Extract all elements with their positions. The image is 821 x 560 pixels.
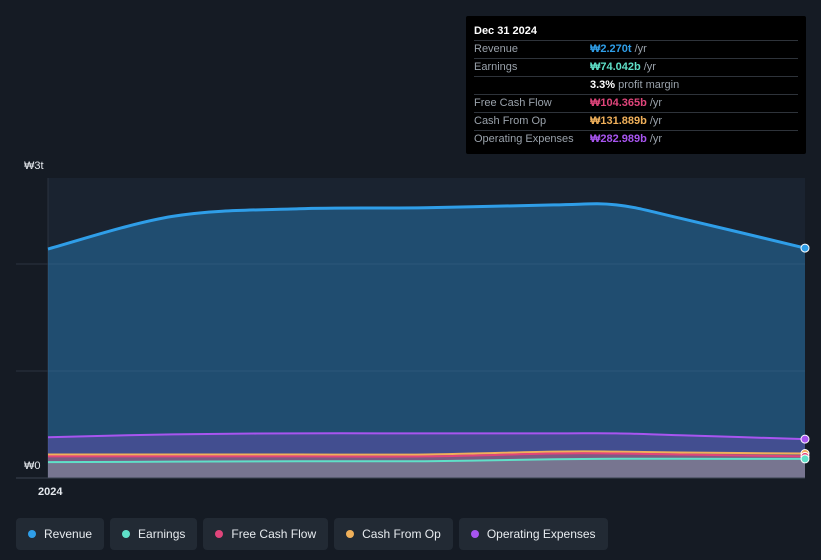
- tooltip-row-unit: /yr: [634, 43, 647, 55]
- legend-dot-icon: [28, 530, 36, 538]
- tooltip-row-label: Free Cash Flow: [474, 97, 552, 109]
- legend-item-free-cash-flow[interactable]: Free Cash Flow: [203, 518, 329, 550]
- tooltip-row-label: Revenue: [474, 43, 519, 55]
- tooltip-row-unit: /yr: [649, 133, 663, 145]
- tooltip-row-unit: /yr: [649, 115, 663, 127]
- tooltip-row-unit: /yr: [643, 61, 656, 73]
- tooltip-rows: Revenue ₩2.270t/yr Earnings ₩74.042b/yr 3.3%…: [474, 41, 798, 148]
- tooltip-row: Cash From Op ₩131.889b/yr: [474, 113, 798, 131]
- tooltip-row-label: Cash From Op: [474, 115, 547, 127]
- series-layer: [47, 202, 810, 478]
- legend-label: Operating Expenses: [486, 527, 596, 541]
- series-line-free-cash-flow: [48, 452, 806, 458]
- tooltip-row: Revenue ₩2.270t/yr: [474, 41, 798, 59]
- series-area-earnings: [48, 458, 805, 478]
- x-tick-label-2024: 2024: [38, 486, 63, 498]
- legend-dot-icon: [215, 530, 224, 538]
- legend-item-revenue[interactable]: Revenue: [16, 518, 105, 550]
- legend-item-cash-from-op[interactable]: Cash From Op: [334, 518, 453, 550]
- tooltip-row-value: ₩282.989b: [590, 133, 647, 145]
- tooltip-row-value: ₩74.042b: [590, 61, 641, 73]
- legend-item-earnings[interactable]: Earnings: [110, 518, 198, 550]
- tooltip-row-unit: /yr: [649, 97, 663, 109]
- tooltip-row-value: ₩104.365b: [590, 97, 647, 109]
- series-end-point-revenue: [800, 243, 810, 253]
- tooltip-row-label: Operating Expenses: [474, 133, 574, 145]
- legend-dot-icon: [122, 530, 131, 538]
- series-end-point-operating-expenses: [800, 434, 810, 444]
- tooltip-row-unit: profit margin: [618, 79, 680, 91]
- series-end-point-earnings: [800, 454, 810, 464]
- tooltip-row-value: ₩2.270t: [590, 43, 632, 55]
- series-area-revenue: [48, 203, 805, 478]
- series-line-operating-expenses: [47, 432, 806, 441]
- tooltip-row: Earnings ₩74.042b/yr: [474, 59, 798, 77]
- tooltip-row-value: ₩131.889b: [590, 115, 647, 127]
- series-line-cash-from-op: [48, 450, 806, 456]
- series-line-revenue: [47, 202, 806, 251]
- tooltip-date: Dec 31 2024: [474, 24, 798, 41]
- tooltip-row-label: [474, 77, 590, 94]
- y-tick-label-top: ₩3t: [24, 160, 44, 172]
- legend-dot-icon: [346, 530, 355, 538]
- legend-label: Revenue: [44, 527, 93, 541]
- tooltip-panel: Dec 31 2024 Revenue ₩2.270t/yr Earnings ₩74…: [466, 16, 806, 154]
- series-line-earnings: [47, 457, 806, 464]
- legend-label: Earnings: [138, 527, 186, 541]
- tooltip-row: 3.3% profit margin: [474, 77, 798, 95]
- tooltip-row-value: 3.3%: [590, 79, 616, 91]
- y-tick-label-zero: ₩0: [24, 460, 41, 472]
- legend-label: Free Cash Flow: [231, 527, 317, 541]
- legend-dot-icon: [470, 530, 479, 538]
- legend: Revenue Earnings Free Cash Flow Cash From O…: [16, 518, 608, 550]
- plot-background: [48, 178, 805, 478]
- tooltip-row: Free Cash Flow ₩104.365b/yr: [474, 95, 798, 113]
- tooltip-row: Operating Expenses ₩282.989b/yr: [474, 131, 798, 148]
- tooltip-row-label: Earnings: [474, 61, 518, 73]
- legend-item-operating-expenses[interactable]: Operating Expenses: [458, 518, 608, 550]
- legend-label: Cash From Op: [362, 527, 441, 541]
